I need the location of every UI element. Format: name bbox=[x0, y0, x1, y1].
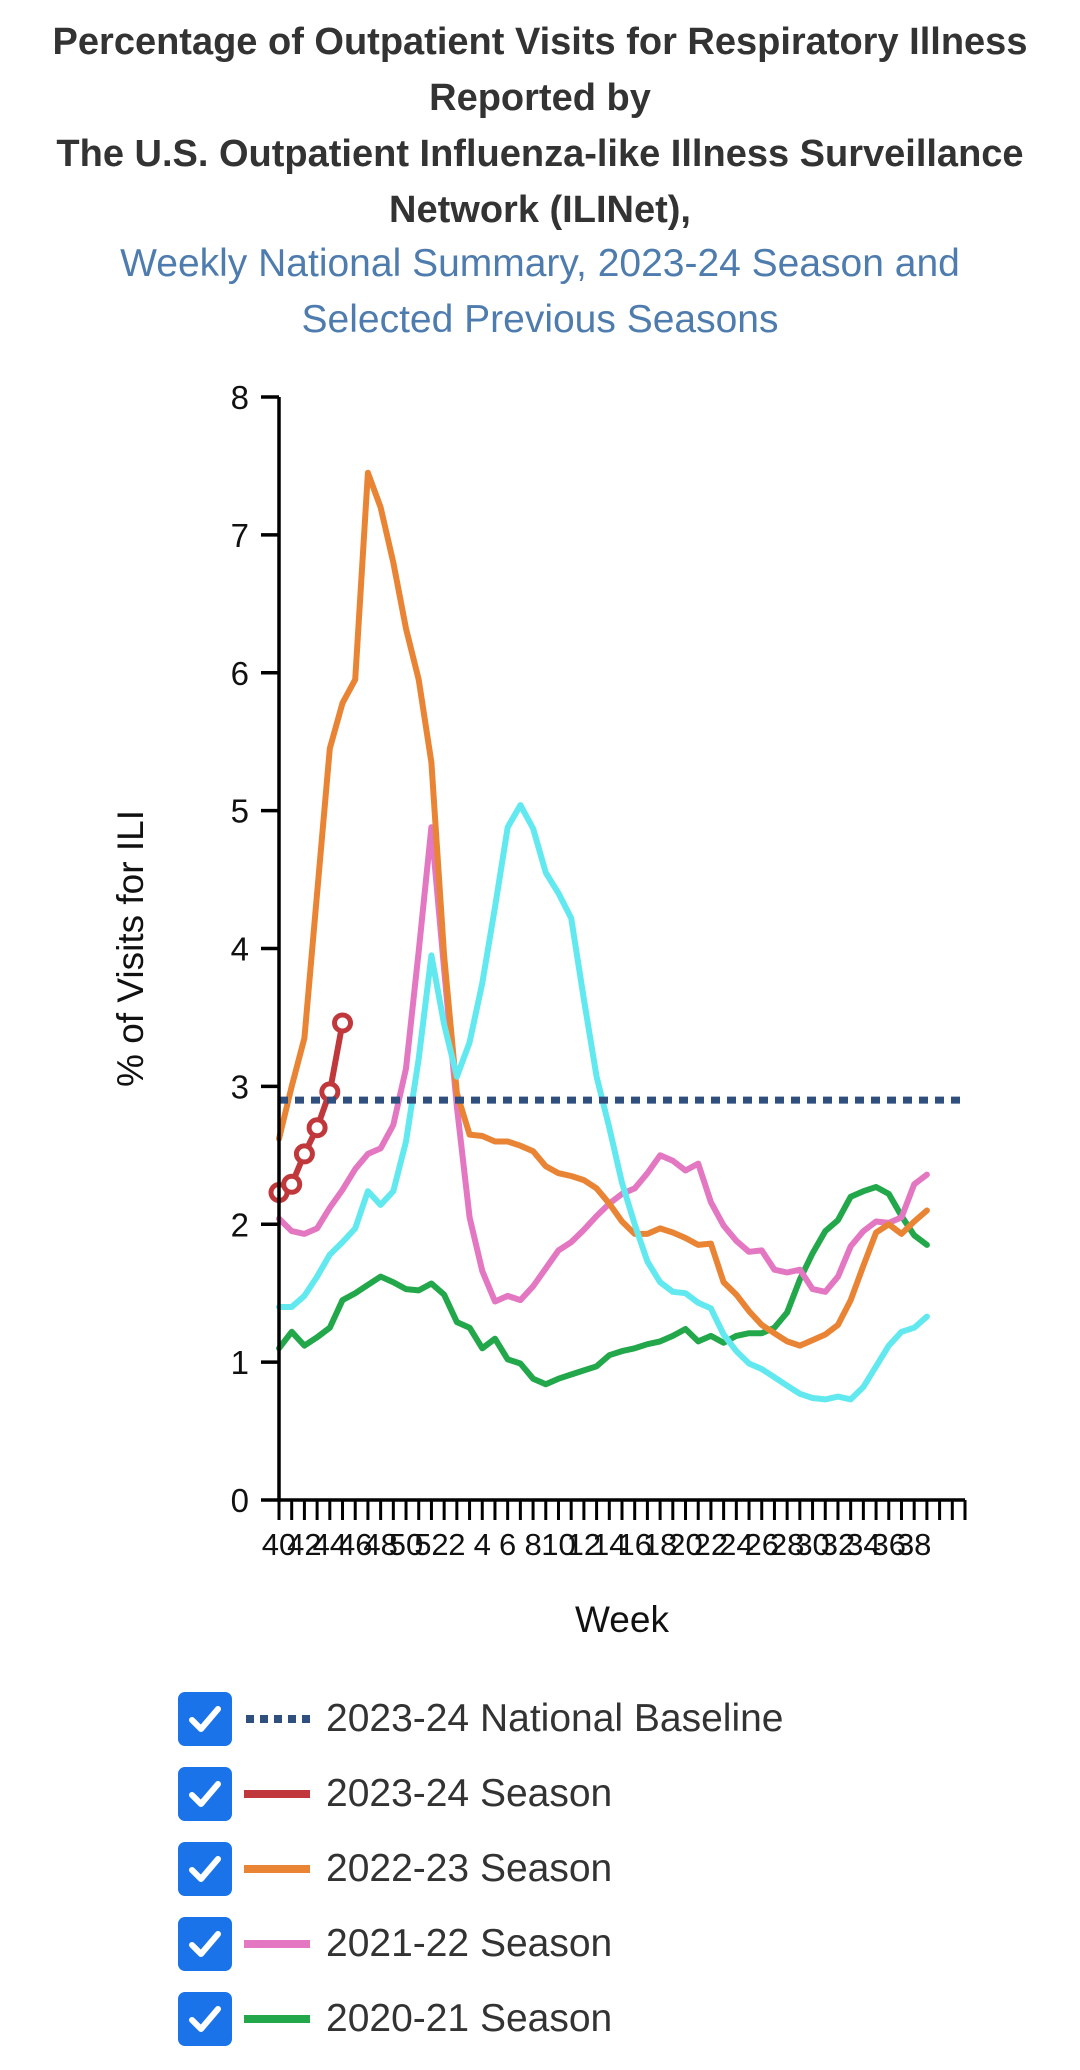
x-tick-label: 20 bbox=[668, 1527, 702, 1562]
x-tick-label: 10 bbox=[541, 1527, 575, 1562]
x-tick-label: 14 bbox=[592, 1527, 626, 1562]
legend-swatch-2022-23 bbox=[244, 1865, 310, 1873]
checkbox-2020-21[interactable] bbox=[178, 1992, 232, 2046]
y-tick-label: 1 bbox=[231, 1344, 249, 1381]
data-point-2023-24[interactable] bbox=[293, 1143, 315, 1165]
legend-label: 2023-24 National Baseline bbox=[326, 1697, 784, 1740]
x-tick-label: 18 bbox=[643, 1527, 677, 1562]
y-tick-label: 4 bbox=[231, 931, 249, 968]
x-tick-label: 4 bbox=[474, 1527, 491, 1562]
x-tick-label: 2 bbox=[448, 1527, 465, 1562]
x-tick-label: 24 bbox=[719, 1527, 753, 1562]
x-tick-label: 16 bbox=[617, 1527, 651, 1562]
series-line-2021-22-season bbox=[276, 824, 930, 1305]
legend-label: 2021-22 Season bbox=[326, 1922, 613, 1965]
checkbox-baseline[interactable] bbox=[178, 1692, 232, 1746]
title-line: Percentage of Outpatient Visits for Resp… bbox=[52, 21, 1028, 63]
x-tick-label: 52 bbox=[414, 1527, 448, 1562]
x-tick-label: 12 bbox=[567, 1527, 601, 1562]
data-point-2023-24[interactable] bbox=[332, 1012, 354, 1034]
data-point-2023-24[interactable] bbox=[281, 1173, 303, 1195]
check-icon bbox=[189, 1781, 221, 1807]
x-axis-label: Week bbox=[575, 1599, 669, 1640]
y-axis-label: % of Visits for ILI bbox=[110, 810, 151, 1087]
x-tick-label: 6 bbox=[499, 1527, 516, 1562]
check-icon bbox=[189, 2006, 221, 2032]
chart-subtitle: Weekly National Summary, 2023-24 Season … bbox=[0, 236, 1080, 348]
y-tick-label: 7 bbox=[231, 517, 249, 554]
legend-swatch-baseline bbox=[246, 1715, 310, 1723]
series-line-2020-21-season bbox=[276, 1184, 930, 1388]
subtitle-line: Weekly National Summary, 2023-24 Season … bbox=[120, 242, 960, 285]
x-tick-label: 22 bbox=[694, 1527, 728, 1562]
checkbox-2021-22[interactable] bbox=[178, 1917, 232, 1971]
title-line: Reported by bbox=[429, 77, 651, 119]
legend-label: 2022-23 Season bbox=[326, 1847, 613, 1890]
series-line-2022-23-season bbox=[276, 469, 930, 1349]
check-icon bbox=[189, 1856, 221, 1882]
legend-swatch-2020-21 bbox=[244, 2015, 310, 2023]
title-line: The U.S. Outpatient Influenza-like Illne… bbox=[56, 133, 1024, 175]
check-icon bbox=[189, 1706, 221, 1732]
y-tick-label: 0 bbox=[231, 1482, 249, 1519]
x-tick-label: 28 bbox=[770, 1527, 804, 1562]
legend-swatch-2023-24 bbox=[244, 1790, 310, 1798]
checkbox-2023-24[interactable] bbox=[178, 1767, 232, 1821]
y-tick-label: 2 bbox=[231, 1206, 249, 1243]
x-tick-label: 8 bbox=[524, 1527, 541, 1562]
x-tick-label: 36 bbox=[872, 1527, 906, 1562]
check-icon bbox=[189, 1931, 221, 1957]
subtitle-line: Selected Previous Seasons bbox=[301, 298, 779, 341]
legend-swatch-2021-22 bbox=[244, 1940, 310, 1948]
chart-title: Percentage of Outpatient Visits for Resp… bbox=[0, 14, 1080, 238]
x-tick-label: 46 bbox=[338, 1527, 372, 1562]
y-tick-label: 5 bbox=[231, 793, 249, 830]
y-tick-label: 6 bbox=[231, 655, 249, 692]
x-tick-label: 32 bbox=[821, 1527, 855, 1562]
x-tick-label: 38 bbox=[897, 1527, 931, 1562]
x-tick-label: 50 bbox=[389, 1527, 423, 1562]
x-tick-label: 34 bbox=[846, 1527, 880, 1562]
y-tick-label: 3 bbox=[231, 1068, 249, 1105]
data-point-2023-24[interactable] bbox=[306, 1117, 328, 1139]
y-tick-label: 8 bbox=[231, 379, 249, 416]
legend-label: 2023-24 Season bbox=[326, 1772, 613, 1815]
checkbox-2022-23[interactable] bbox=[178, 1842, 232, 1896]
x-tick-label: 40 bbox=[262, 1527, 296, 1562]
title-line: Network (ILINet), bbox=[389, 189, 691, 231]
x-tick-label: 30 bbox=[795, 1527, 829, 1562]
x-tick-label: 44 bbox=[313, 1527, 347, 1562]
legend-label: 2020-21 Season bbox=[326, 1997, 613, 2040]
x-tick-label: 48 bbox=[363, 1527, 397, 1562]
x-tick-label: 26 bbox=[744, 1527, 778, 1562]
x-tick-label: 42 bbox=[287, 1527, 321, 1562]
